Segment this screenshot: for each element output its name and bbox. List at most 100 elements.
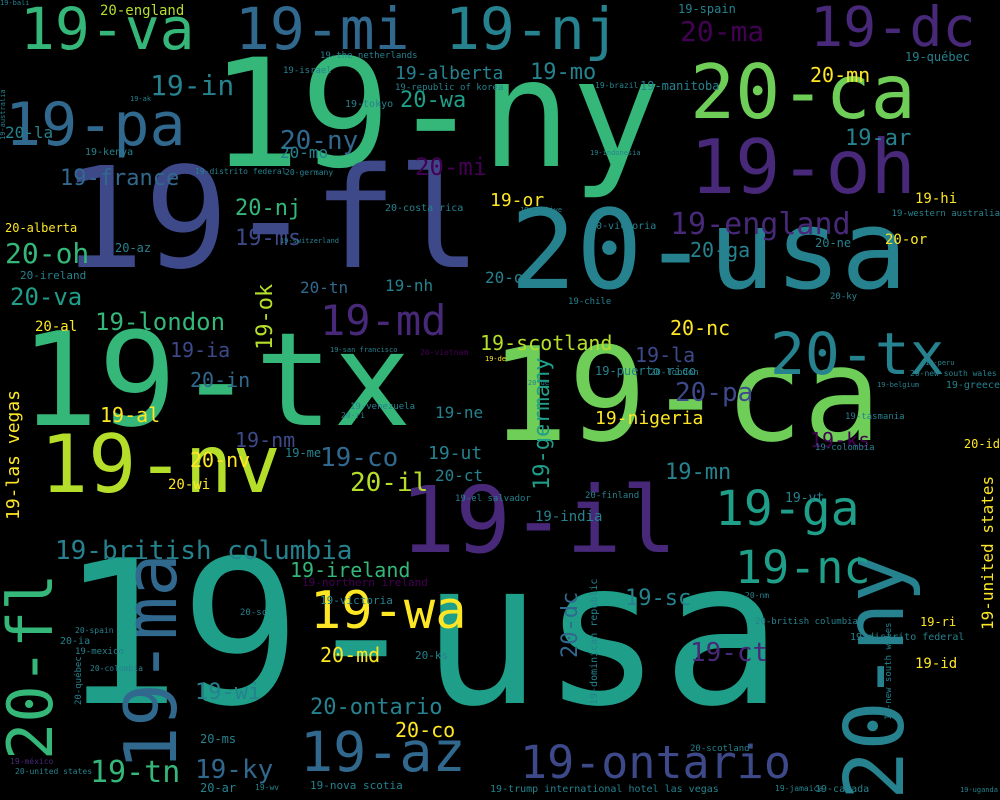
word-20-de: 20-de xyxy=(528,379,550,387)
word-19-ne: 19-ne xyxy=(435,403,484,422)
word-20-alberta: 20-alberta xyxy=(5,221,78,235)
word-19-mn: 19-mn xyxy=(665,460,732,485)
word-19-tx: 19-tx xyxy=(20,304,412,456)
word-20-germany: 20-germany xyxy=(285,168,334,177)
word-20-usa: 20-usa xyxy=(510,186,908,314)
word-20-va: 20-va xyxy=(10,283,83,311)
word-19-nc: 19-nc xyxy=(735,541,871,594)
word-19-el-salvador: 19-el salvador xyxy=(455,494,531,504)
word-19-va: 19-va xyxy=(20,0,195,63)
word-20-fl: 20-fl xyxy=(0,573,67,760)
word-19-nh: 19-nh xyxy=(385,276,434,295)
word-19-republic-of-korea: 19-republic of korea xyxy=(395,83,504,93)
word-20-scotland: 20-scotland xyxy=(690,744,750,754)
word-20-ma: 20-ma xyxy=(680,15,765,48)
word-20-ks: 20-ks xyxy=(415,649,449,662)
word-20-wi: 20-wi xyxy=(168,477,211,493)
word-19-british-columbia: 19-british columbia xyxy=(55,536,353,566)
word-20-vietnam: 20-vietnam xyxy=(420,348,469,357)
word-19-wi: 19-wi xyxy=(195,680,262,705)
word-20-wa: 20-wa xyxy=(400,88,467,113)
word-19-me: 19-me xyxy=(285,446,322,460)
word-19-oh: 19-oh xyxy=(690,123,916,211)
word-19-ks: 19-ks xyxy=(810,428,871,452)
word-19-australia: 19-australia xyxy=(0,89,7,140)
word-19-england: 19-england xyxy=(670,207,851,242)
word-20-nm: 20-nm xyxy=(745,591,770,600)
word-20-ontario: 20-ontario xyxy=(310,695,443,720)
word-19-kenya: 19-kenya xyxy=(85,147,134,158)
word-20-colombia: 20-colombia xyxy=(90,664,143,673)
word-19-nova-scotia: 19-nova scotia xyxy=(310,779,403,792)
word-19-distrito-federal: 19-distrito federal xyxy=(850,632,965,643)
word-19-az: 19-az xyxy=(300,720,466,784)
word-19-trump-international-hotel-las-vegas: 19-trump international hotel las vegas xyxy=(490,784,719,795)
word-19-al: 19-al xyxy=(100,403,161,427)
word-20-ireland: 20-ireland xyxy=(20,269,87,282)
word-20-co: 20-co xyxy=(395,718,456,742)
word-20-ar: 20-ar xyxy=(200,781,237,795)
word-19-tn: 19-tn xyxy=(90,755,181,790)
word-20-nv: 20-nv xyxy=(190,448,251,472)
word-19-distrito-federal: 19-distrito federal xyxy=(195,167,287,176)
word-20-united-states: 20-united states xyxy=(15,767,93,776)
word-19-london: 19-london xyxy=(95,308,226,336)
word-19-in: 19-in xyxy=(150,69,235,102)
word-19-ri: 19-ri xyxy=(920,615,957,629)
word-19-ms: 19-ms xyxy=(235,226,302,251)
word-19-united-states: 19-united states xyxy=(978,475,997,630)
word-20-pa: 20-pa xyxy=(675,378,754,408)
word-19-venezuela: 19-venezuela xyxy=(350,402,416,412)
word-19-nigeria: 19-nigeria xyxy=(595,408,704,429)
word-19-ct: 19-ct xyxy=(690,638,769,668)
word-19-mi: 19-mi xyxy=(235,0,410,63)
word-19-ky: 19-ky xyxy=(195,755,274,785)
word-19-colombia: 19-colombia xyxy=(815,443,875,453)
word-20-az: 20-az xyxy=(115,241,152,255)
word-19-ak: 19-ak xyxy=(130,95,152,103)
word-19-de: 19-de xyxy=(485,355,507,363)
word-20-victoria: 20-victoria xyxy=(590,221,657,232)
word-19-ut: 19-ut xyxy=(428,443,483,464)
word-19-id: 19-id xyxy=(915,656,958,672)
word-19-la: 19-la xyxy=(635,343,696,367)
word-19-ok: 19-ok xyxy=(253,283,278,350)
word-19-peru: 19-peru xyxy=(925,359,955,367)
word-19-tasmania: 19-tasmania xyxy=(845,412,905,422)
word-19-dc: 19-dc xyxy=(810,0,976,59)
word-19-france: 19-france xyxy=(60,166,180,191)
word-19-indonesia: 19-indonesia xyxy=(590,149,641,157)
word-19-ma: 19-ma xyxy=(109,553,193,770)
word-20-id: 20-id xyxy=(963,437,1000,451)
word-19-belgium: 19-belgium xyxy=(877,381,920,389)
word-19-mo: 19-mo xyxy=(530,60,597,85)
word-19-ar: 19-ar xyxy=(845,126,912,151)
word-19-brazil: 19-brazil xyxy=(595,81,639,90)
word-20-england: 20-england xyxy=(100,3,185,19)
word-20-ca: 20-ca xyxy=(690,48,916,136)
word-20-mi: 20-mi xyxy=(415,153,488,181)
word-19-hi: 19-hi xyxy=(915,191,958,207)
word-19-germany: 19-germany xyxy=(530,357,555,490)
word-19-las-vegas: 19-las vegas xyxy=(3,389,24,520)
word-20-new-south-wales: 20-new south wales xyxy=(910,369,997,378)
word-19-ireland: 19-ireland xyxy=(290,558,411,582)
word-20-il: 20-il xyxy=(350,468,429,498)
word-20-spain: 20-spain xyxy=(75,626,114,635)
word-19-pa: 19-pa xyxy=(5,90,186,160)
word-19-co: 19-co xyxy=(320,443,399,473)
word-20-mo: 20-mo xyxy=(280,143,329,162)
word-20-dc: 20-dc xyxy=(558,591,583,658)
word-19-greece: 19-greece xyxy=(945,380,1000,391)
word-20-london: 20-london xyxy=(650,368,699,378)
word-19-manitoba: 19-manitoba xyxy=(640,79,720,93)
word-19-or: 19-or xyxy=(490,190,545,211)
word-19-usa: 19-usa xyxy=(60,518,783,751)
word-20-ct: 20-ct xyxy=(435,466,484,485)
word-19-the-netherlands: 19-the netherlands xyxy=(320,51,418,61)
word-19-western-australia: 19-western australia xyxy=(891,209,1000,219)
word-19-ca: 19-ca xyxy=(490,319,882,471)
word-19-bali: 19-bali xyxy=(0,0,30,7)
word-19-ga: 19-ga xyxy=(715,481,860,537)
